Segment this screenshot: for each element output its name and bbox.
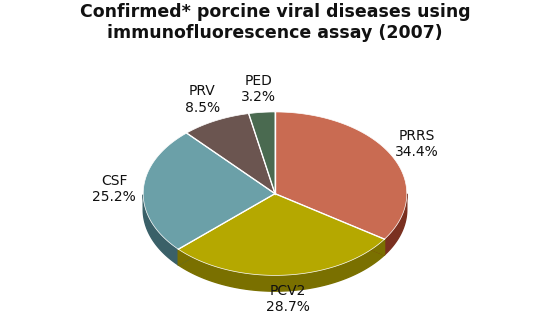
- Polygon shape: [143, 133, 275, 249]
- Polygon shape: [275, 112, 407, 239]
- Polygon shape: [186, 113, 275, 194]
- Polygon shape: [384, 194, 407, 255]
- Polygon shape: [178, 194, 275, 265]
- Polygon shape: [249, 112, 275, 194]
- Polygon shape: [275, 194, 384, 255]
- Text: PCV2
28.7%: PCV2 28.7%: [266, 284, 310, 314]
- Text: PED
3.2%: PED 3.2%: [241, 74, 276, 104]
- Polygon shape: [178, 194, 275, 265]
- Polygon shape: [178, 194, 384, 275]
- Polygon shape: [275, 194, 384, 255]
- Title: Confirmed* porcine viral diseases using
immunofluorescence assay (2007): Confirmed* porcine viral diseases using …: [80, 3, 470, 42]
- Text: CSF
25.2%: CSF 25.2%: [92, 174, 136, 204]
- Polygon shape: [143, 195, 178, 265]
- Polygon shape: [178, 239, 384, 291]
- Text: PRV
8.5%: PRV 8.5%: [185, 84, 220, 115]
- Text: PRRS
34.4%: PRRS 34.4%: [395, 129, 439, 159]
